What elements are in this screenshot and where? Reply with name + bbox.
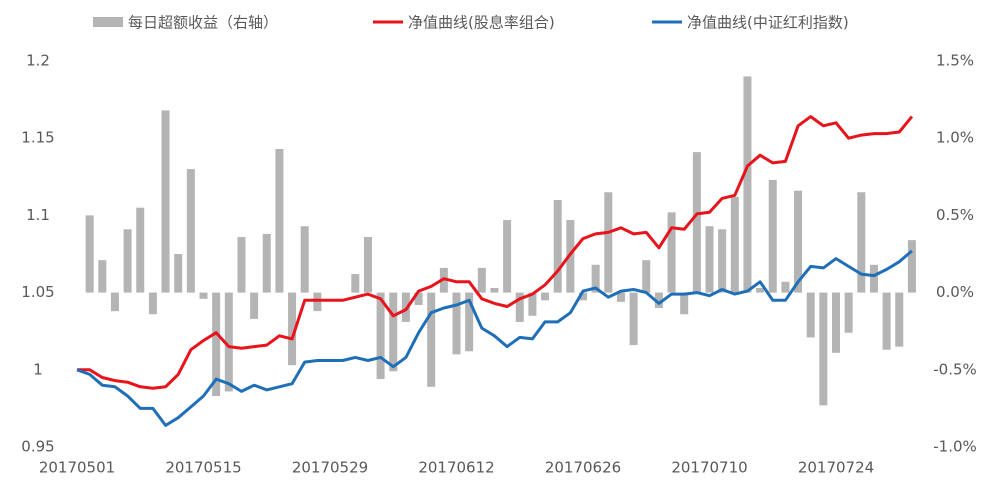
bar <box>781 281 790 293</box>
bar <box>528 292 537 316</box>
bar <box>907 240 916 293</box>
legend-label: 净值曲线(中证红利指数) <box>687 14 849 32</box>
bar <box>553 199 562 293</box>
bar <box>300 226 309 293</box>
bar <box>806 292 815 338</box>
bar <box>541 292 550 301</box>
bar <box>313 292 322 312</box>
bar <box>427 292 436 387</box>
y-tick-label: 1.2 <box>26 52 50 70</box>
bar <box>212 292 221 397</box>
legend-label: 净值曲线(股息率组合) <box>408 14 555 32</box>
bar <box>629 292 638 346</box>
bar <box>680 292 689 315</box>
bar <box>616 292 625 302</box>
line <box>76 249 913 427</box>
bar <box>389 292 398 372</box>
bar <box>857 192 866 293</box>
bar <box>199 292 208 299</box>
bar <box>819 292 828 406</box>
bar <box>579 292 587 301</box>
bar <box>186 169 195 293</box>
y2-tick-label: -0.5% <box>933 360 977 378</box>
bar <box>604 192 613 293</box>
y-tick-label: 1.05 <box>21 283 54 301</box>
bar <box>832 292 840 353</box>
bar <box>161 110 170 293</box>
bar <box>250 292 259 319</box>
x-tick-label: 20170626 <box>545 459 621 477</box>
bar <box>503 220 512 293</box>
bar <box>718 229 727 293</box>
bar <box>768 179 777 293</box>
bar <box>174 254 183 293</box>
bar <box>110 292 119 312</box>
bar <box>869 264 878 293</box>
line <box>77 115 914 390</box>
bar <box>351 274 360 293</box>
legend-swatch <box>93 17 123 27</box>
bar <box>895 292 904 347</box>
y2-tick-label: 1.0% <box>936 129 974 147</box>
bar <box>794 190 803 293</box>
bar <box>452 292 461 355</box>
bar <box>705 226 714 293</box>
y-tick-label: 1.1 <box>26 206 50 224</box>
bar <box>376 292 385 380</box>
bar <box>730 196 739 293</box>
bar <box>465 292 474 352</box>
bar <box>136 207 145 293</box>
bar <box>654 292 663 309</box>
y2-tick-label: 0.5% <box>936 206 974 224</box>
bar <box>98 260 107 293</box>
y-tick-label: 1.15 <box>21 129 54 147</box>
x-tick-label: 20170710 <box>671 459 747 477</box>
x-tick-label: 20170529 <box>292 459 368 477</box>
bar <box>844 292 853 333</box>
bar <box>591 264 600 293</box>
bar <box>148 292 157 315</box>
y2-tick-label: -1.0% <box>933 438 977 456</box>
bar <box>490 287 499 293</box>
y2-tick-label: 1.5% <box>936 52 974 70</box>
bar <box>224 292 233 392</box>
y-tick-label: 1 <box>33 360 43 378</box>
bar <box>756 287 765 293</box>
legend-label: 每日超额收益（右轴） <box>128 14 278 32</box>
bar <box>743 76 752 293</box>
bar <box>515 292 524 322</box>
bar <box>692 152 701 293</box>
x-tick-label: 20170515 <box>165 459 241 477</box>
bar <box>363 237 372 293</box>
bar <box>85 215 94 293</box>
bar <box>882 292 891 350</box>
x-tick-label: 20170612 <box>418 459 494 477</box>
bar <box>667 212 676 293</box>
bar <box>477 267 486 293</box>
bar <box>642 260 651 293</box>
bar <box>414 292 423 305</box>
x-tick-label: 20170724 <box>798 459 874 477</box>
bar <box>123 229 132 293</box>
bar <box>275 149 284 293</box>
y-tick-label: 0.95 <box>21 438 54 456</box>
y2-tick-label: 0.0% <box>936 283 974 301</box>
bar <box>288 292 297 366</box>
bar <box>262 233 271 293</box>
x-tick-label: 20170501 <box>39 459 115 477</box>
bar <box>237 237 246 293</box>
